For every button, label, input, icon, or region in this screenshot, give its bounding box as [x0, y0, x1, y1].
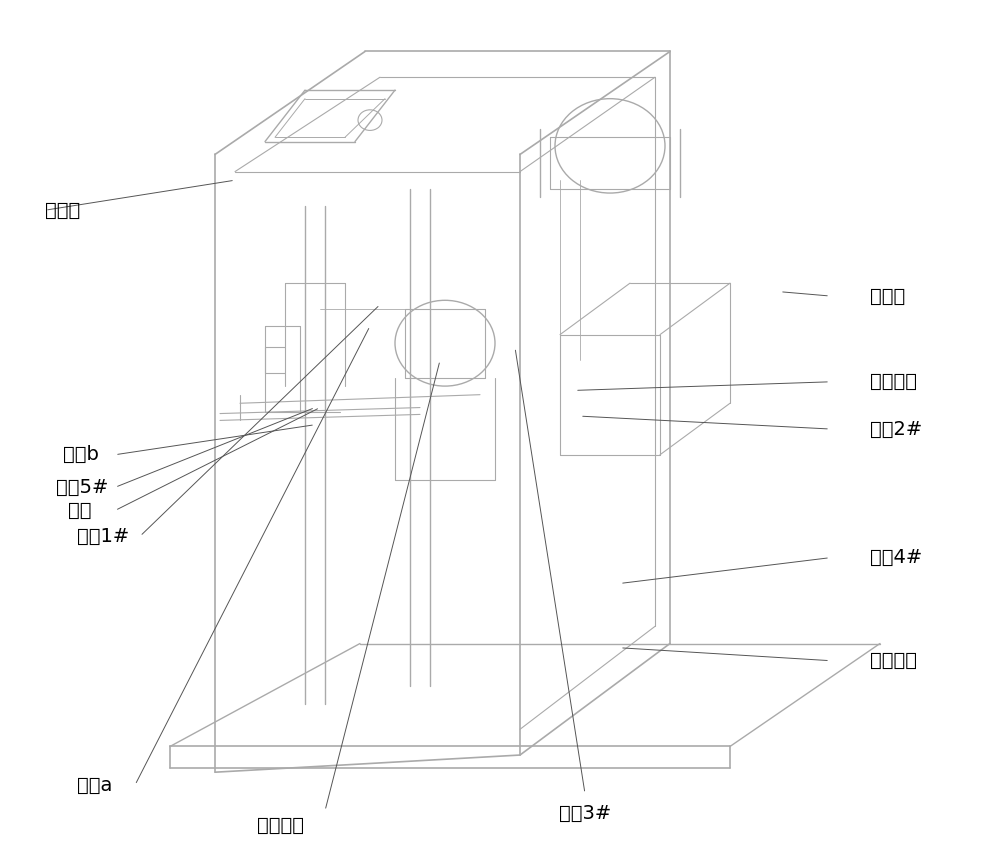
Text: 泵劃5#: 泵劃5# — [56, 478, 108, 497]
Text: 泵劃3#: 泵劃3# — [559, 804, 611, 823]
Text: 泵劃4#: 泵劃4# — [870, 548, 922, 567]
Text: 烧杬a: 烧杬a — [77, 776, 112, 795]
Text: 泵劃1#: 泵劃1# — [77, 527, 129, 546]
Text: 第二泵头: 第二泵头 — [870, 651, 917, 670]
Text: 泵劃2#: 泵劃2# — [870, 420, 922, 438]
Text: 显示屏: 显示屏 — [45, 201, 80, 220]
Text: 驱动器: 驱动器 — [870, 287, 905, 305]
Text: 烧杬b: 烧杬b — [63, 445, 99, 464]
Text: 升降装置: 升降装置 — [870, 372, 917, 391]
Text: 天平: 天平 — [68, 501, 92, 520]
Text: 第一泵头: 第一泵头 — [256, 816, 304, 835]
